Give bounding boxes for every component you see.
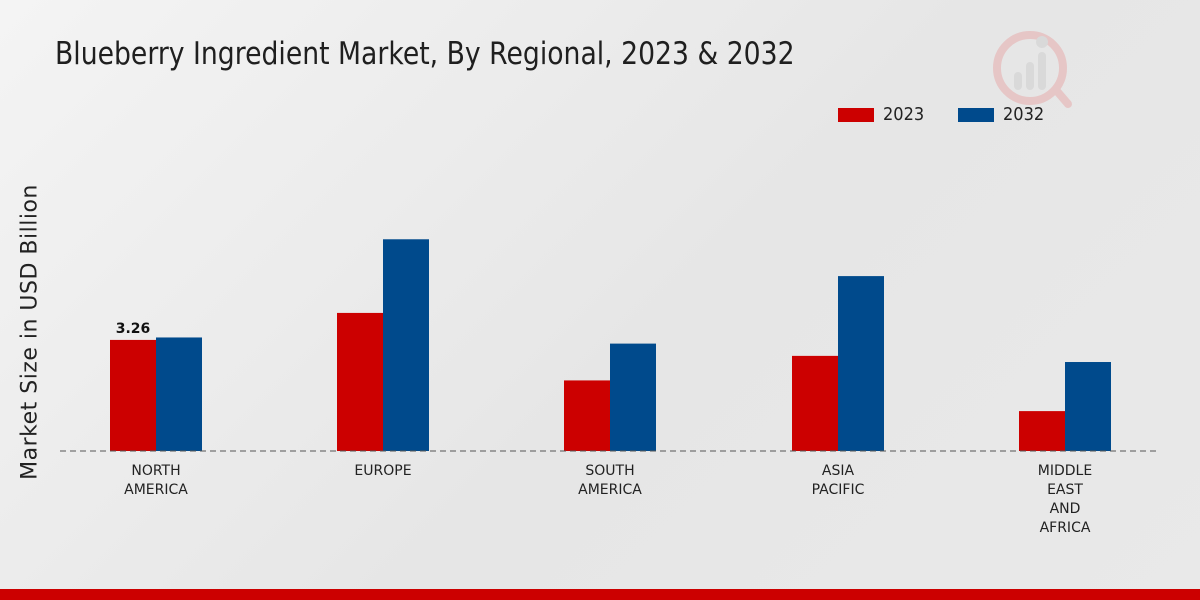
- legend-label-2032: 2032: [1003, 104, 1045, 125]
- bar-2032-4: [1065, 362, 1111, 451]
- legend-item-2023: 2023: [838, 104, 929, 125]
- x-tick-label: ASIA PACIFIC: [812, 463, 865, 498]
- bottom-accent-bar: [0, 589, 1200, 600]
- data-label-2023-0: 3.26: [116, 321, 151, 337]
- x-tick-label: NORTH AMERICA: [124, 463, 188, 498]
- legend-label-2023: 2023: [883, 104, 925, 125]
- x-tick-label: EUROPE: [354, 463, 411, 479]
- bar-2032-3: [838, 276, 884, 451]
- bar-2023-0: [110, 339, 156, 451]
- bar-2032-0: [156, 337, 202, 451]
- bar-2023-4: [1019, 411, 1065, 451]
- bar-2023-3: [792, 355, 838, 451]
- legend-swatch-2023: [838, 107, 874, 122]
- data-labels: 3.26: [116, 321, 151, 337]
- bar-2023-1: [337, 312, 383, 451]
- x-tick-label: MIDDLE EAST AND AFRICA: [1038, 463, 1092, 536]
- bar-2032-1: [383, 239, 429, 451]
- bars-group: [110, 239, 1111, 451]
- bar-2032-2: [610, 343, 656, 451]
- bar-2023-2: [564, 380, 610, 451]
- legend-swatch-2032: [958, 107, 994, 122]
- company-logo-icon: [993, 31, 1072, 108]
- x-tick-labels: NORTH AMERICA EUROPE SOUTH AMERICA ASIA PACIFI…: [124, 463, 1092, 536]
- chart-title: Blueberry Ingredient Market, By Regional…: [55, 36, 795, 72]
- x-tick-label: SOUTH AMERICA: [578, 463, 642, 498]
- legend-item-2032: 2032: [958, 104, 1049, 125]
